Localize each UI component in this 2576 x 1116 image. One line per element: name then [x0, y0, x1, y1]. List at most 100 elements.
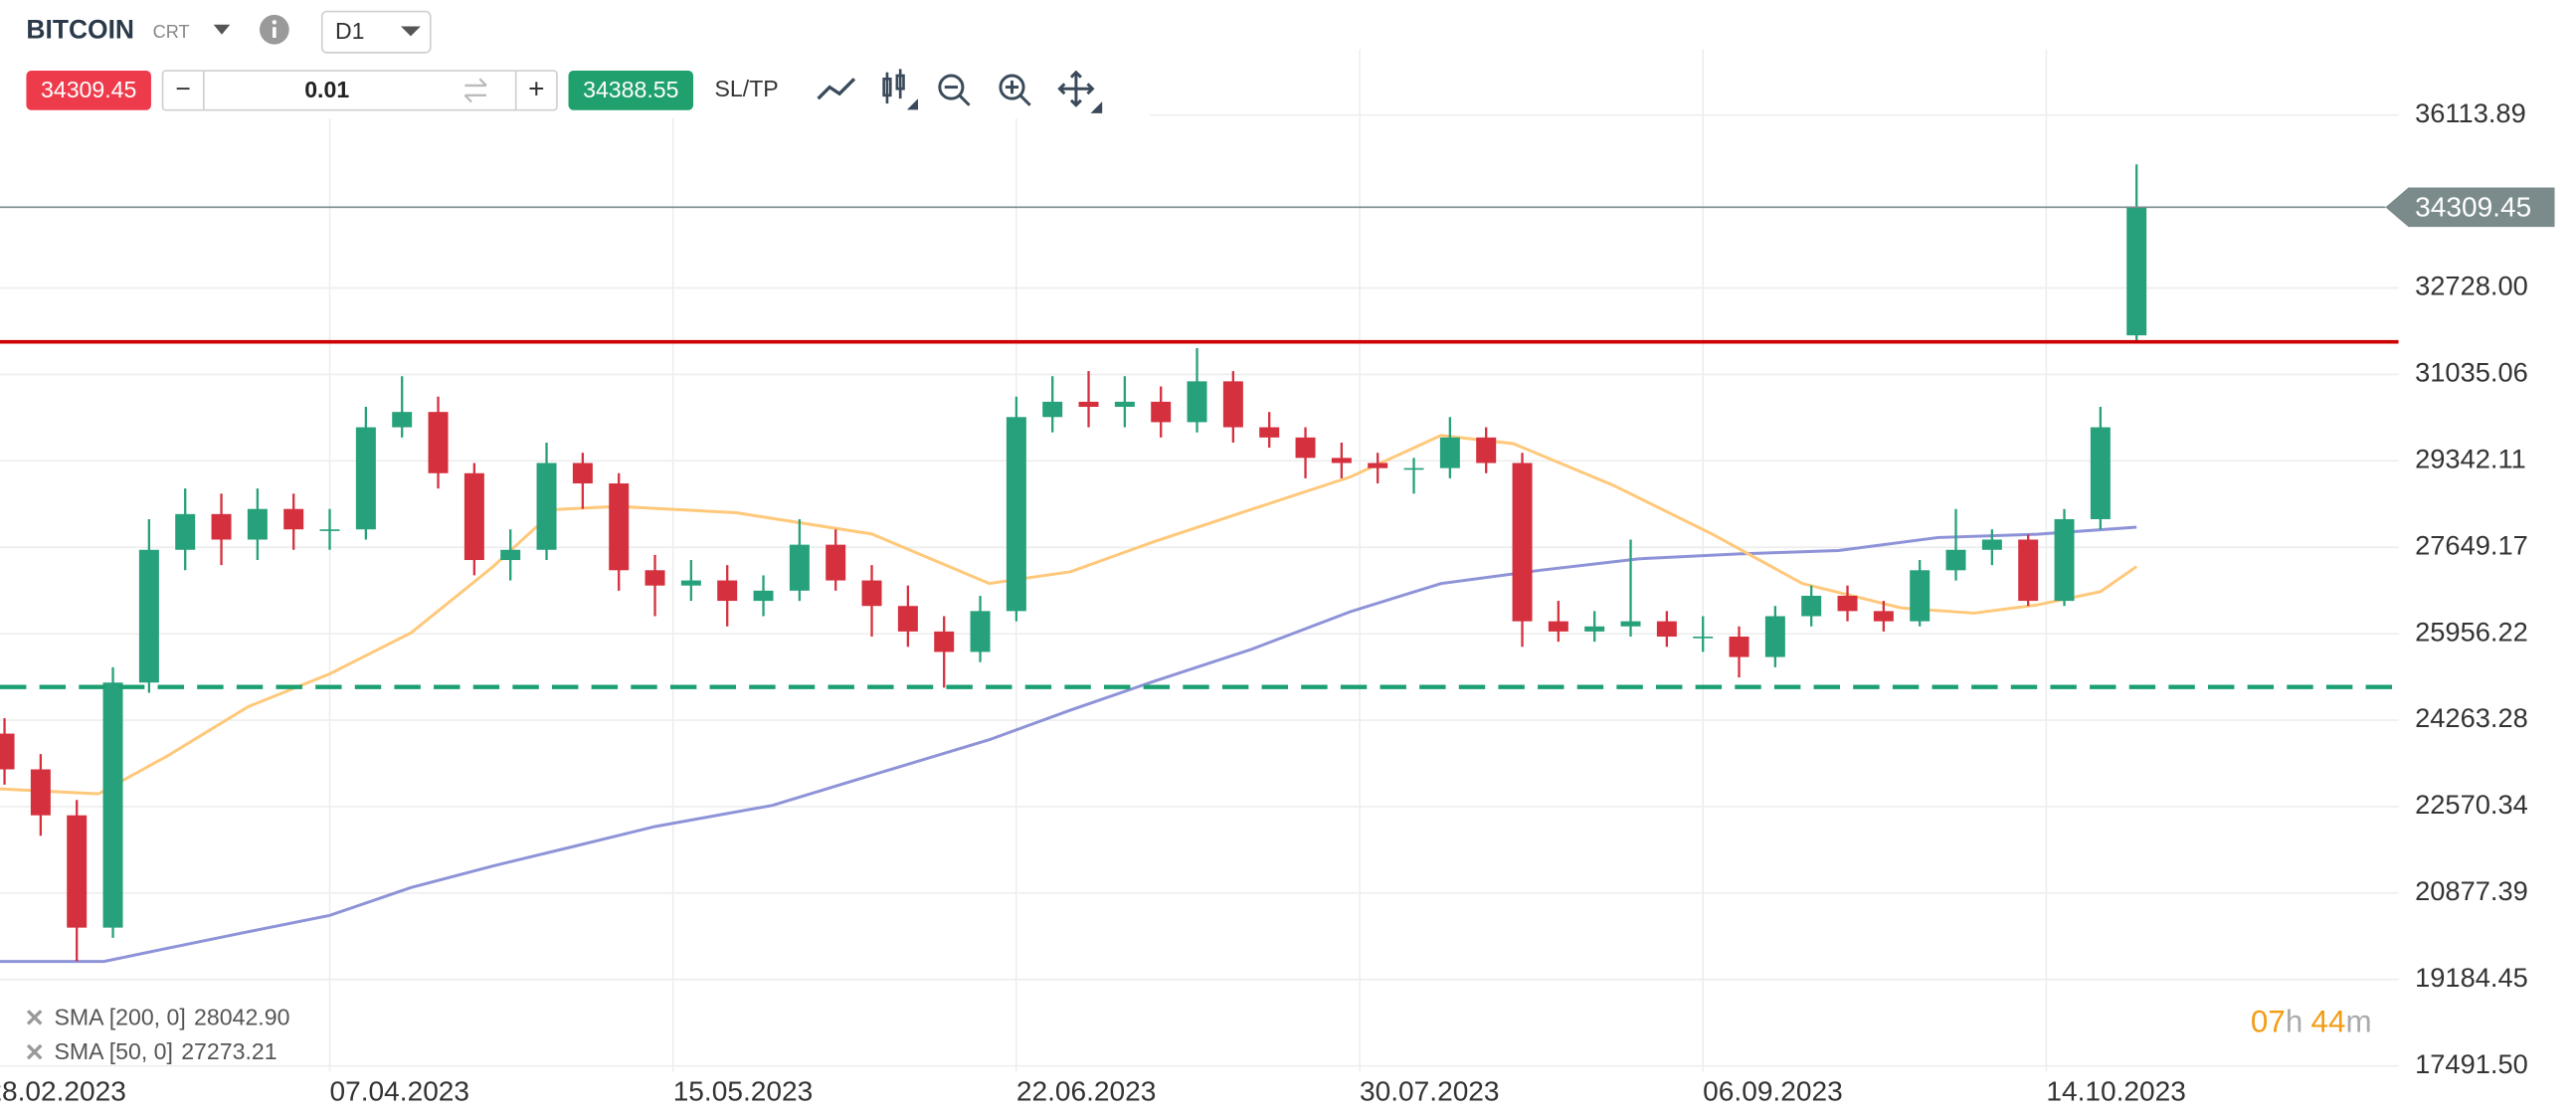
icon-corner: [906, 98, 919, 110]
line-chart-icon[interactable]: [817, 78, 856, 100]
candle-body: [355, 427, 376, 530]
candle-body: [1331, 458, 1352, 464]
candle-body: [789, 544, 810, 591]
y-tick-label: 17491.50: [2415, 1048, 2528, 1079]
y-tick-label: 20877.39: [2415, 875, 2528, 906]
price-tag-label: 34309.45: [2415, 191, 2531, 222]
legend-entry: SMA [200, 0] 28042.90: [26, 1005, 290, 1030]
buy-price: 34388.55: [583, 77, 678, 102]
legend-remove[interactable]: [26, 1043, 43, 1060]
legend-text: SMA [50, 0] 27273.21: [55, 1038, 277, 1064]
candle-body: [1873, 611, 1894, 622]
buy-button[interactable]: [568, 71, 694, 110]
candle-body: [680, 580, 701, 586]
x-tick-label: 15.05.2023: [673, 1075, 814, 1106]
sell-button[interactable]: [26, 71, 151, 110]
sma-line: [0, 525, 2137, 964]
x-tick-label: 14.10.2023: [2046, 1075, 2186, 1106]
candle-body: [138, 549, 159, 683]
candle-body: [1114, 401, 1135, 408]
candle-body: [1368, 463, 1388, 468]
timeframe-select[interactable]: [320, 10, 432, 54]
symbol-dropdown[interactable]: [213, 24, 231, 35]
candle-body: [67, 815, 88, 928]
y-tick-label: 29342.11: [2415, 444, 2526, 474]
candle-body: [319, 529, 340, 531]
candle-body: [1078, 401, 1099, 408]
candle-chart-icon[interactable]: [882, 69, 919, 110]
candle-body: [1729, 637, 1749, 657]
toolbar: BITCOIN CRT D1 34309.45 − 0.01 + 34388.5…: [0, 0, 1151, 118]
candle-body: [970, 611, 991, 652]
plus-button[interactable]: +: [528, 73, 544, 103]
legend-value: 28042.90: [194, 1005, 289, 1030]
candle-body: [2018, 539, 2039, 602]
x-tick-label: 07.04.2023: [330, 1075, 470, 1106]
candle-body: [392, 412, 413, 428]
legend-value: 27273.21: [181, 1038, 276, 1064]
candle-body: [861, 580, 882, 607]
icon-handle: [958, 93, 971, 106]
zoom-out-icon[interactable]: [938, 74, 971, 106]
symbol[interactable]: BITCOIN: [26, 14, 134, 44]
candle-body: [536, 463, 557, 550]
sma-line: [0, 434, 2138, 796]
y-tick-label: 27649.17: [2415, 529, 2528, 560]
zoom-in-icon[interactable]: [999, 74, 1031, 106]
minus-button[interactable]: −: [175, 74, 190, 103]
candle-body: [1656, 621, 1677, 638]
legend-remove[interactable]: [26, 1010, 43, 1025]
y-tick-label: 19184.45: [2415, 962, 2528, 993]
candle-body: [609, 483, 630, 571]
candle-body: [1512, 463, 1533, 622]
candle-body: [1295, 437, 1316, 459]
candle-body: [1584, 626, 1605, 632]
candle-body: [2054, 518, 2075, 602]
x-tick-label: 28.02.2023: [0, 1075, 126, 1106]
candle-body: [0, 733, 15, 770]
x-tick-label: 22.06.2023: [1016, 1075, 1157, 1106]
candle-body: [1910, 570, 1931, 622]
legend-entry: SMA [50, 0] 27273.21: [26, 1038, 277, 1064]
y-tick-label: 36113.89: [2415, 97, 2526, 128]
legend-name: SMA [50, 0]: [55, 1038, 173, 1064]
candle-body: [500, 549, 521, 561]
candle-body: [1801, 595, 1822, 617]
timer-hours-unit: h: [2286, 1005, 2302, 1039]
candle-body: [897, 606, 918, 632]
candle-body: [1439, 437, 1460, 468]
x-tick-label: 06.09.2023: [1703, 1075, 1843, 1106]
candle-body: [2126, 207, 2147, 336]
timer-hours: 07: [2251, 1005, 2286, 1039]
candle-body: [102, 682, 123, 928]
candle-body: [1187, 381, 1207, 423]
info-dot: [272, 20, 276, 25]
volume-input[interactable]: 0.01: [304, 77, 349, 102]
candle-body: [1837, 595, 1858, 612]
candle-body: [1259, 427, 1280, 438]
candle-body: [1222, 381, 1243, 428]
candle-body: [428, 412, 449, 473]
timeframe: D1: [335, 18, 365, 44]
icon-lens: [938, 74, 965, 100]
candle-body: [463, 472, 484, 561]
candle-body: [211, 513, 232, 540]
move-icon[interactable]: [1057, 70, 1103, 113]
icon-lens: [999, 74, 1025, 100]
legend-text: SMA [200, 0] 28042.90: [55, 1005, 290, 1030]
volume-box: [161, 70, 558, 111]
y-tick-label: 24263.28: [2415, 702, 2528, 733]
candle-body: [644, 570, 665, 586]
symbol-tag: CRT: [153, 22, 190, 42]
y-tick-label: 31035.06: [2415, 357, 2528, 388]
candle-body: [1042, 401, 1063, 418]
info-icon[interactable]: [259, 14, 289, 45]
timer-minutes: 44: [2311, 1005, 2346, 1039]
icon-handle: [1018, 93, 1031, 106]
price-tag: [2385, 187, 2555, 228]
swap-icon[interactable]: [463, 78, 487, 103]
swap-arrows: [463, 78, 487, 103]
sltp-button[interactable]: SL/TP: [715, 76, 779, 101]
x-tick-label: 30.07.2023: [1360, 1075, 1500, 1106]
